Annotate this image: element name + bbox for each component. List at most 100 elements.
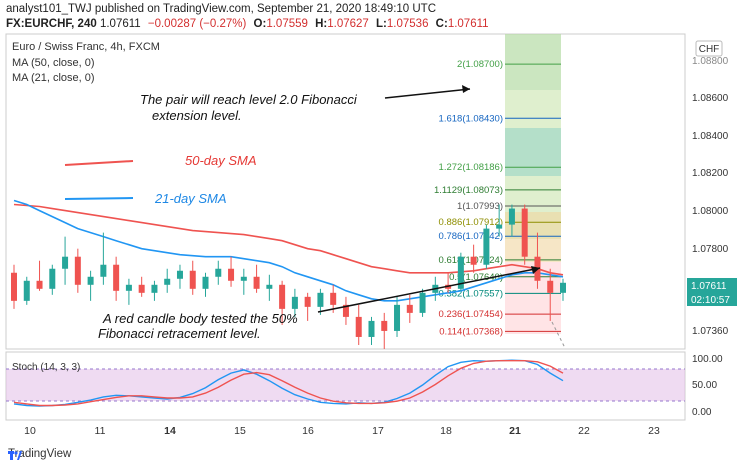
candle-body — [470, 256, 477, 265]
countdown-tag — [687, 292, 737, 306]
legend-title: Euro / Swiss Franc, 4h, FXCM — [12, 41, 160, 53]
high-label: H: — [315, 18, 328, 30]
tradingview-brand: TradingView — [8, 448, 72, 460]
time-tick-label: 14 — [164, 425, 176, 437]
price-tick: 1.08600 — [692, 93, 729, 104]
sma50-annotation: 50-day SMA — [185, 153, 257, 168]
price-tick-top: 1.08800 — [692, 56, 729, 67]
candle-body — [560, 282, 566, 293]
candle-body — [74, 256, 81, 285]
price-tick: 1.08000 — [692, 206, 729, 217]
sma21-annotation: 21-day SMA — [154, 191, 227, 206]
legend-ma50[interactable]: MA (50, close, 0) — [12, 57, 95, 69]
currency-box[interactable] — [695, 40, 723, 57]
low-value: 1.07536 — [386, 18, 429, 30]
stoch-k-line — [13, 359, 564, 407]
time-tick-label: 18 — [440, 425, 452, 437]
candle-body — [342, 304, 349, 317]
fib-annotation-line1: The pair will reach level 2.0 Fibonacci — [140, 92, 358, 107]
candle-body — [406, 304, 413, 313]
publish-info: analyst101_TWJ published on TradingView.… — [6, 3, 437, 15]
ma21-line-group — [13, 199, 564, 302]
fib-level-label: 2(1.08700) — [457, 59, 503, 70]
candle-body — [381, 320, 388, 331]
sma50-legend-line — [64, 160, 134, 166]
candle-body — [547, 280, 554, 293]
legend-ma21[interactable]: MA (21, close, 0) — [12, 72, 95, 84]
fib-level-label: 0.236(1.07454) — [439, 309, 503, 320]
stoch-tick: 100.00 — [692, 354, 723, 365]
ma21-line — [13, 199, 564, 302]
candle-annotation-line2: Fibonacci retracement level. — [98, 326, 261, 341]
close-value: 1.07611 — [447, 18, 489, 30]
candle-body — [291, 296, 298, 309]
time-tick-label: 23 — [648, 425, 660, 437]
candle-body — [125, 284, 132, 291]
fib-level-label: 0.5(1.07640) — [449, 272, 503, 283]
fib-level-label: 1.1129(1.08073) — [434, 185, 503, 196]
price-tick: 1.08400 — [692, 131, 729, 142]
time-tick-label: 17 — [372, 425, 384, 437]
countdown: 02:10:57 — [691, 295, 730, 306]
close-label: C: — [435, 18, 448, 30]
currency-label: CHF — [699, 44, 720, 55]
candle-body — [253, 276, 260, 289]
candle-body — [189, 270, 196, 289]
candle-body — [419, 292, 426, 313]
open-label: O: — [253, 18, 267, 30]
candle-body — [100, 264, 107, 277]
fib-zone-teal — [505, 128, 561, 176]
projection-dashed — [551, 321, 566, 349]
current-price: 1.07611 — [691, 281, 727, 292]
candle-body — [355, 316, 362, 337]
candle-body — [202, 276, 209, 289]
time-tick-label: 16 — [302, 425, 314, 437]
symbol-quote-line: FX:EURCHF, 240 1.07611 −0.00287 (−0.27%)… — [6, 18, 493, 30]
candle-body — [151, 284, 158, 293]
fib-level-label: 0.382(1.07557) — [439, 288, 503, 299]
candle-body — [113, 264, 120, 291]
current-price-tag — [687, 278, 737, 292]
time-tick-label: 11 — [95, 425, 106, 437]
symbol[interactable]: FX:EURCHF, 240 — [6, 18, 97, 30]
candle-body — [215, 268, 222, 277]
candle-body — [317, 292, 324, 307]
candle-body — [36, 280, 43, 289]
price-tick: 1.08200 — [692, 168, 729, 179]
candle-annotation-line1: A red candle body tested the 50% — [102, 311, 298, 326]
candle-body — [240, 276, 247, 281]
footer[interactable]: TradingView — [8, 448, 71, 460]
ma50-line — [13, 203, 564, 276]
price-tick: 1.07800 — [692, 244, 729, 255]
fib-zone-upper-green — [505, 34, 561, 239]
fib-level-label: 0.786(1.07842) — [439, 231, 503, 242]
high-value: 1.07627 — [327, 18, 369, 30]
main-pane[interactable] — [5, 33, 686, 350]
ma50-line-group — [13, 203, 564, 276]
candle-body — [62, 256, 69, 269]
price-tick: 1.07360 — [692, 326, 729, 337]
candle-body — [228, 268, 235, 281]
candle-body — [164, 278, 171, 285]
fib-level-label: 0.886(1.07912) — [439, 217, 503, 228]
candle-body — [176, 270, 183, 279]
stoch-tick: 0.00 — [692, 407, 712, 418]
sma21-legend-line — [64, 197, 134, 200]
candle-body — [87, 276, 94, 285]
candle-body — [11, 272, 17, 301]
time-tick-label: 15 — [234, 425, 246, 437]
candle-body — [368, 320, 375, 337]
stoch-tick: 50.00 — [692, 380, 717, 391]
fib-annotation-line2: extension level. — [152, 108, 242, 123]
time-tick-label: 22 — [578, 425, 590, 437]
candle-body — [330, 292, 337, 305]
tradingview-logo-icon — [8, 451, 22, 460]
price-change: −0.00287 (−0.27%) — [147, 18, 247, 30]
candle-arrow-head — [531, 266, 540, 274]
fib-level-label: 1.272(1.08186) — [439, 162, 503, 173]
candle-body — [496, 224, 503, 229]
time-axis[interactable]: 10 11 14 15 16 17 18 21 22 23 — [24, 425, 660, 437]
candle-body — [304, 296, 311, 307]
fib-arrow-line — [384, 88, 471, 99]
